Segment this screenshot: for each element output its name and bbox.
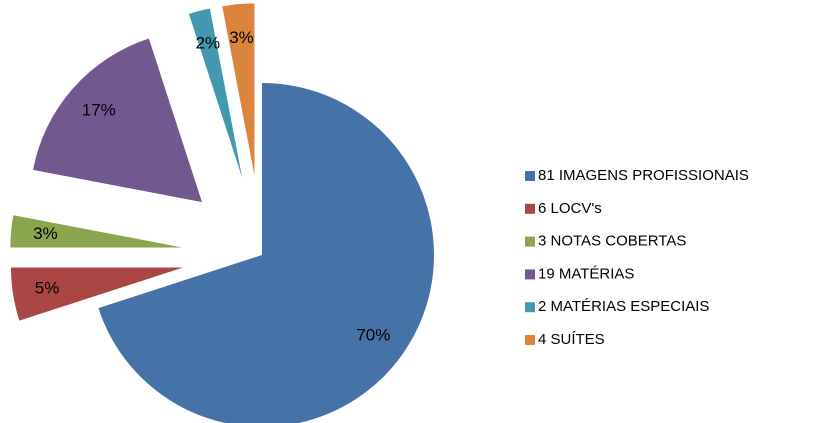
legend-label: 81 IMAGENS PROFISSIONAIS	[538, 167, 749, 184]
legend-label: 2 MATÉRIAS ESPECIAIS	[538, 298, 709, 315]
legend-swatch	[525, 335, 535, 345]
pie-slice	[10, 267, 183, 321]
pie-slice	[188, 8, 243, 178]
legend-swatch	[525, 269, 535, 280]
legend-label: 4 SUÍTES	[538, 331, 605, 348]
data-label: 17%	[82, 101, 116, 120]
data-label: 5%	[35, 279, 60, 298]
legend-label: 3 NOTAS COBERTAS	[538, 233, 686, 250]
pie-slice	[98, 83, 434, 423]
legend-label: 19 MATÉRIAS	[538, 265, 634, 282]
data-label: 2%	[196, 34, 221, 53]
data-label: 70%	[356, 325, 390, 344]
legend-swatch	[525, 171, 535, 181]
data-label: 3%	[33, 224, 58, 243]
pie-slice	[33, 38, 202, 203]
pie-slice	[10, 215, 183, 248]
legend-swatch	[525, 236, 535, 247]
legend-swatch	[525, 302, 535, 313]
pie-slice	[222, 3, 255, 176]
legend-label: 6 LOCV's	[538, 200, 602, 217]
legend-swatch	[525, 203, 535, 214]
data-label: 3%	[229, 28, 254, 47]
